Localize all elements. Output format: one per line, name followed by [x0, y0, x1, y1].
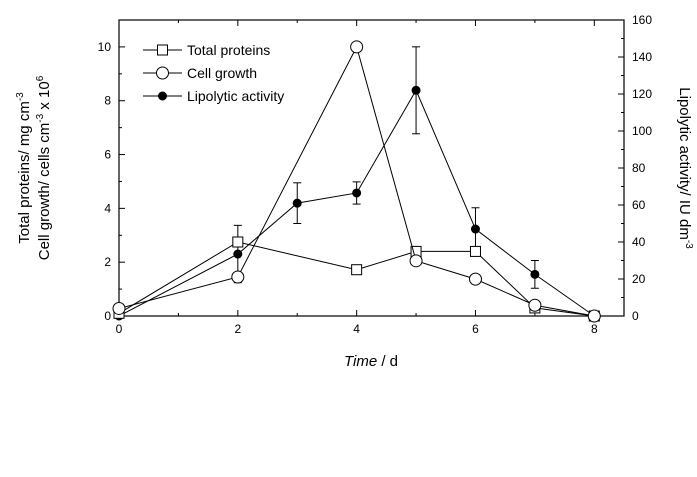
x-tick-label: 6 [472, 322, 479, 336]
y-right-tick-label: 40 [632, 235, 646, 249]
x-tick-label: 0 [116, 322, 123, 336]
y-right-tick-label: 100 [632, 124, 652, 138]
series-cell-growth [112, 40, 601, 323]
y-left-axis-title: Total proteins/ mg cm-3 Cell growth/ cel… [15, 75, 53, 260]
y-left-tick-label: 10 [98, 40, 112, 54]
data-point [409, 254, 423, 268]
legend-item: Cell growth [143, 65, 257, 81]
legend: Total proteins Cell growth Lipolytic activ… [143, 42, 284, 104]
y-right-tick-label: 160 [632, 13, 652, 27]
data-point [292, 198, 302, 208]
x-axis-title: Time / d [344, 353, 398, 370]
data-point [231, 270, 245, 284]
data-point [232, 236, 244, 248]
y-left-tick-label: 6 [104, 148, 111, 162]
x-tick-label: 4 [353, 322, 360, 336]
data-point [352, 188, 362, 198]
data-point [468, 272, 482, 286]
y-left-title-line1: Total proteins/ mg cm [16, 101, 33, 244]
y-left-tick-label: 4 [104, 201, 111, 215]
y-right-tick-label: 0 [632, 309, 639, 323]
legend-item: Total proteins [143, 42, 270, 58]
data-point [528, 298, 542, 312]
y-right-tick-label: 60 [632, 198, 646, 212]
y-right-tick-label: 20 [632, 272, 646, 286]
x-tick-label: 8 [591, 322, 598, 336]
data-point [350, 40, 364, 54]
y-left-title-line2: Cell growth/ cells cm [36, 123, 53, 261]
legend-item: Lipolytic activity [143, 88, 284, 104]
data-point [587, 309, 601, 323]
data-point [112, 301, 126, 315]
data-point [411, 85, 421, 95]
series-layer [112, 40, 601, 323]
y-left-tick-label: 8 [104, 94, 111, 108]
y-right-tick-label: 140 [632, 50, 652, 64]
data-point [470, 224, 480, 234]
svg-text:Total proteins/ mg cm-3: Total proteins/ mg cm-3 [15, 92, 33, 244]
legend-label: Cell growth [187, 65, 257, 81]
y-right-tick-label: 80 [632, 161, 646, 175]
svg-text:Cell growth/ cells cm-3 x 106: Cell growth/ cells cm-3 x 106 [35, 75, 53, 260]
y-right-axis-title: Lipolytic activity/ IU dm-3 [676, 87, 694, 249]
x-tick-label: 2 [234, 322, 241, 336]
svg-text:Lipolytic activity/ IU dm-3: Lipolytic activity/ IU dm-3 [676, 87, 694, 249]
legend-marker [156, 66, 169, 80]
data-point [233, 249, 243, 259]
series-line [118, 89, 595, 317]
legend-marker [158, 91, 167, 101]
y-right-tick-label: 120 [632, 87, 652, 101]
data-point [351, 264, 363, 276]
y-left-tick-label: 0 [104, 309, 111, 323]
legend-label: Lipolytic activity [187, 88, 284, 104]
legend-marker [157, 44, 168, 56]
data-point [469, 245, 481, 257]
data-point [530, 269, 540, 279]
legend-label: Total proteins [187, 42, 270, 58]
y-left-tick-label: 2 [104, 255, 111, 269]
series-total-proteins [113, 236, 600, 322]
